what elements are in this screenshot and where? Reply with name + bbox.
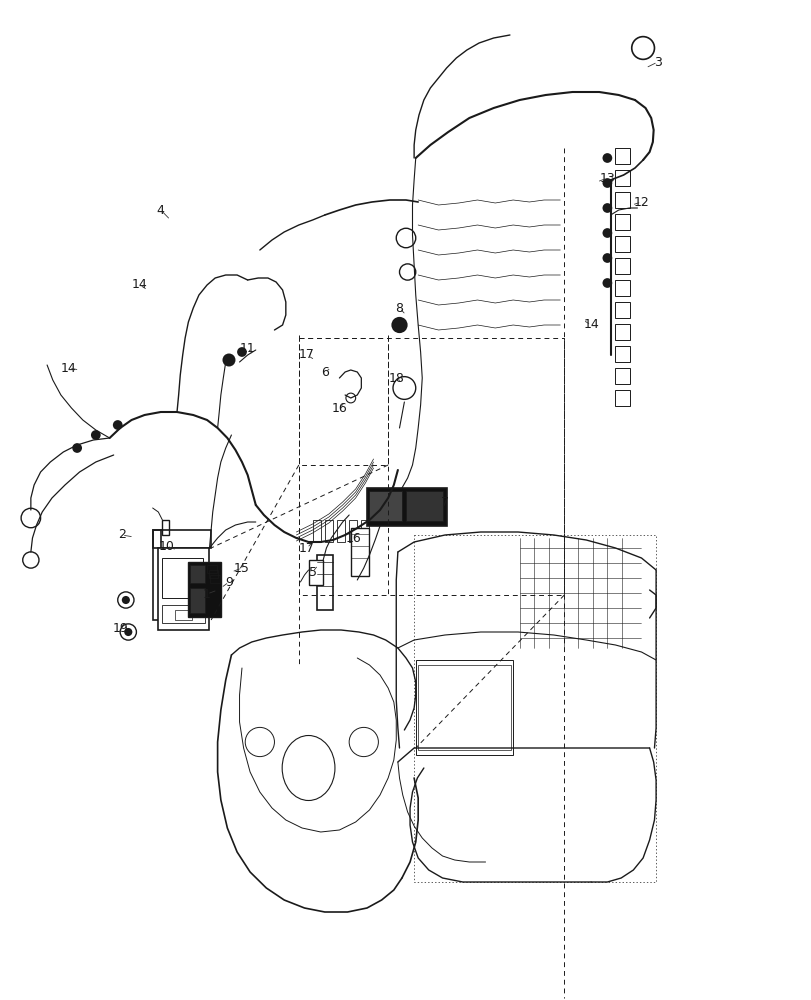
Circle shape <box>391 317 407 333</box>
Bar <box>188 562 221 617</box>
Circle shape <box>237 347 247 357</box>
Text: 4: 4 <box>157 204 165 217</box>
Text: 13: 13 <box>599 172 615 185</box>
Text: 8: 8 <box>395 302 403 314</box>
Bar <box>615 346 629 362</box>
Circle shape <box>602 178 611 188</box>
Circle shape <box>91 430 101 440</box>
Bar <box>615 280 629 296</box>
Bar <box>324 520 333 542</box>
Text: 2: 2 <box>118 528 126 542</box>
Text: 11: 11 <box>239 342 255 355</box>
Text: 14: 14 <box>61 361 77 374</box>
Bar <box>615 302 629 318</box>
Bar <box>615 170 629 186</box>
Circle shape <box>113 420 122 430</box>
Text: 17: 17 <box>298 349 315 361</box>
Bar <box>406 491 442 521</box>
Bar <box>190 588 204 613</box>
Circle shape <box>602 153 611 163</box>
Bar <box>615 324 629 340</box>
Bar <box>162 558 203 598</box>
Bar <box>308 560 323 585</box>
Circle shape <box>124 628 132 636</box>
Bar <box>615 236 629 252</box>
Bar <box>162 605 204 623</box>
Bar <box>162 520 169 535</box>
Text: 12: 12 <box>633 196 649 209</box>
Circle shape <box>602 228 611 238</box>
Bar <box>615 148 629 164</box>
Bar <box>615 192 629 208</box>
Circle shape <box>72 443 82 453</box>
Circle shape <box>122 596 130 604</box>
Bar <box>174 610 192 620</box>
Text: 5: 5 <box>308 566 316 578</box>
Bar <box>615 258 629 274</box>
Text: 19: 19 <box>112 621 128 635</box>
Text: 7: 7 <box>440 495 448 508</box>
Bar <box>207 565 217 573</box>
Bar <box>350 528 368 576</box>
Circle shape <box>602 203 611 213</box>
Bar <box>615 368 629 384</box>
Bar <box>349 520 357 542</box>
Bar <box>337 520 345 542</box>
Text: 17: 17 <box>298 542 315 554</box>
Circle shape <box>222 354 235 366</box>
Bar <box>369 491 401 521</box>
Circle shape <box>602 253 611 263</box>
Bar <box>316 555 333 610</box>
Text: 1: 1 <box>203 587 211 600</box>
Bar <box>615 214 629 230</box>
Text: 6: 6 <box>320 365 328 378</box>
Text: 10: 10 <box>158 540 174 552</box>
Bar <box>210 575 220 583</box>
Text: 15: 15 <box>234 562 250 574</box>
Text: 18: 18 <box>388 371 404 384</box>
Text: 14: 14 <box>131 278 148 292</box>
Bar <box>152 530 211 548</box>
Bar <box>158 548 208 630</box>
Bar <box>190 565 204 583</box>
Text: 16: 16 <box>331 401 347 414</box>
Text: 9: 9 <box>225 576 233 588</box>
Bar <box>615 390 629 406</box>
Bar <box>415 660 513 755</box>
Text: 16: 16 <box>345 532 361 544</box>
Bar <box>312 520 320 542</box>
Circle shape <box>602 278 611 288</box>
Bar <box>208 570 218 578</box>
Bar <box>361 520 369 542</box>
Bar <box>418 665 510 750</box>
Text: 14: 14 <box>582 318 599 332</box>
Bar <box>367 488 446 526</box>
Bar <box>152 530 161 620</box>
Text: 3: 3 <box>653 56 661 69</box>
